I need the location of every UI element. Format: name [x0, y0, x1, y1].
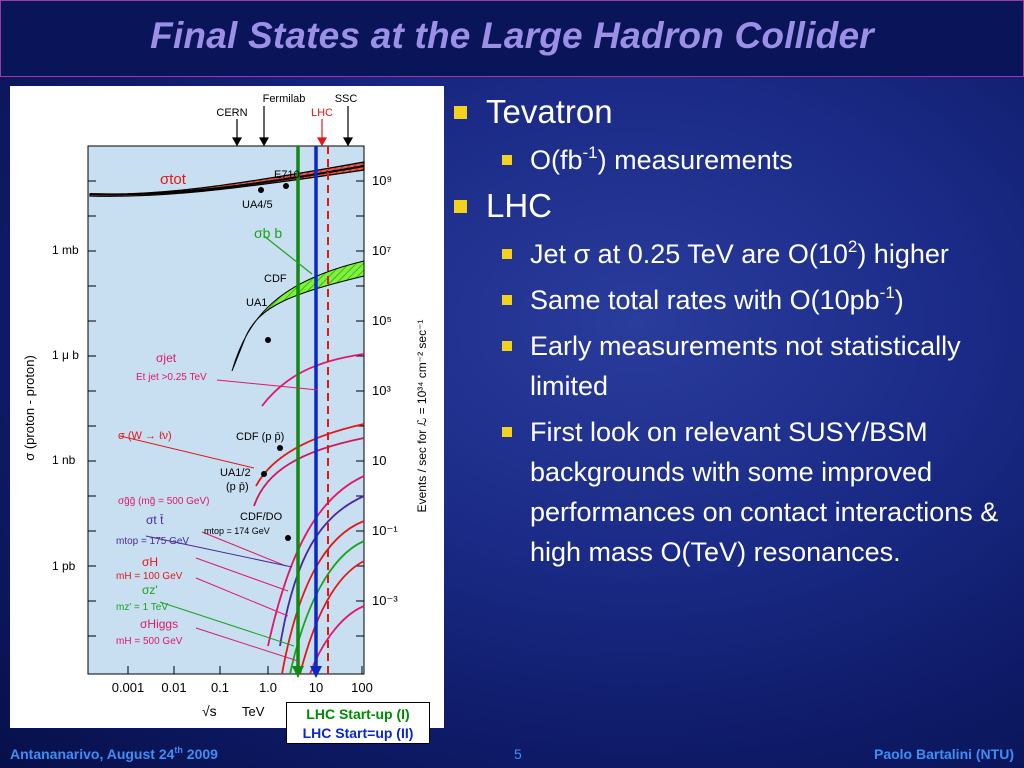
- right-tick-1e-1: 10⁻¹: [372, 523, 398, 538]
- lhc-startup-legend: LHC Start-up (I) LHC Start=up (II): [286, 702, 430, 744]
- bullet-lhc-text: LHC: [486, 187, 553, 224]
- mtop174-label: mtop = 174 GeV: [204, 526, 270, 536]
- sigma-tt-label: σt t̄: [146, 513, 164, 527]
- x-tick-1: 0.01: [161, 680, 186, 695]
- z-pointer: [159, 601, 295, 647]
- sigma-z-label: σz': [142, 583, 158, 597]
- left-ticks: [88, 180, 96, 637]
- fermilab-label: Fermilab: [263, 93, 306, 105]
- sub-bullet-jet: Jet σ at 0.25 TeV are O(102) higher: [450, 234, 1020, 274]
- right-tick-1e7: 10⁷: [372, 243, 391, 258]
- x-label-unit: TeV: [242, 704, 265, 719]
- left-axis-label: σ (proton - proton): [22, 355, 37, 461]
- cern-label: CERN: [216, 107, 247, 119]
- sub-bullet-fb: O(fb-1) measurements: [450, 140, 1020, 180]
- right-ticks: [356, 180, 364, 637]
- ua12-pp-label: (p p̄): [226, 481, 249, 493]
- x-label-sqrt: √s: [202, 703, 217, 719]
- sub-bullet-first-look: First look on relevant SUSY/BSM backgrou…: [450, 412, 1020, 572]
- sigma-higgs-label: σHiggs: [140, 617, 178, 631]
- sigma-tot-label: σtot: [160, 171, 187, 188]
- x-tick-4: 10: [309, 680, 323, 695]
- mz1-label: mz' = 1 TeV: [116, 602, 168, 613]
- cross-section-figure: CERN Fermilab SSC LHC: [10, 86, 444, 728]
- right-tick-1e-3: 10⁻³: [372, 593, 398, 608]
- bullet-square-icon: [502, 341, 512, 351]
- right-tick-1e5: 10⁵: [372, 313, 392, 328]
- cdf-pp-label: CDF (p p̄): [236, 431, 284, 443]
- ua12-label: UA1/2: [220, 467, 251, 479]
- right-axis-label: Events / sec for ℒ = 10³⁴ cm⁻² sec⁻¹: [415, 320, 429, 513]
- sub-bullet-total-rates: Same total rates with O(10pb-1): [450, 280, 1020, 320]
- plot-area: [87, 145, 365, 675]
- right-tick-10: 10: [372, 453, 386, 468]
- left-tick-1pb: 1 pb: [52, 559, 76, 573]
- x-tick-0: 0.001: [112, 680, 145, 695]
- e710-label: E710: [274, 169, 300, 181]
- tt-pointer: [145, 535, 293, 568]
- bullet-lhc: LHC: [450, 186, 1020, 226]
- sigma-h-label: σH: [142, 555, 158, 569]
- bullet-square-icon: [454, 200, 467, 213]
- x-tick-2: 0.1: [211, 680, 229, 695]
- bullet-tevatron-text: Tevatron: [486, 93, 613, 130]
- bullet-square-icon: [502, 295, 512, 305]
- top-arrows: [231, 106, 354, 147]
- bullet-square-icon: [502, 249, 512, 259]
- ua1-label: UA1: [246, 297, 267, 309]
- lhc-top-label: LHC: [311, 107, 333, 119]
- left-tick-1nb: 1 nb: [52, 453, 76, 467]
- bullet-square-icon: [454, 106, 467, 119]
- lhc-startup-2-label: LHC Start=up (II): [302, 725, 414, 741]
- sigma-jet-label: σjet: [156, 351, 177, 365]
- x-tick-5: 100: [351, 680, 373, 695]
- sigma-gg-label: σg̃g̃ (mg̃ = 500 GeV): [118, 496, 210, 507]
- cross-section-plot: CERN Fermilab SSC LHC: [22, 93, 429, 719]
- lhc-startup-1-arrowhead: [292, 666, 304, 678]
- footer-location-date: Antananarivo, August 24th 2009: [10, 745, 218, 763]
- w-pointer: [119, 435, 255, 469]
- right-tick-1e3: 10³: [372, 383, 391, 398]
- title-bar: Final States at the Large Hadron Collide…: [0, 0, 1024, 77]
- x-tick-3: 1.0: [259, 680, 277, 695]
- slide-title: Final States at the Large Hadron Collide…: [150, 15, 874, 56]
- sigma-bb-band: [231, 260, 365, 372]
- sigma-w-label: σ (W → ℓν): [118, 430, 172, 442]
- jet-cut-label: Et jet >0.25 TeV: [136, 372, 207, 383]
- bb-pointer: [263, 235, 313, 275]
- right-tick-1e9: 10⁹: [372, 173, 392, 188]
- mtop175-label: mtop = 175 GeV: [116, 536, 189, 547]
- bullet-tevatron: Tevatron: [450, 92, 1020, 132]
- bullet-square-icon: [502, 427, 512, 437]
- sigma-tot-band: [89, 161, 365, 197]
- mh500-label: mH = 500 GeV: [116, 636, 183, 647]
- bullet-square-icon: [502, 155, 512, 165]
- lhc-arrow: [316, 119, 328, 147]
- ua45-label: UA4/5: [242, 199, 273, 211]
- mh100-label: mH = 100 GeV: [116, 571, 183, 582]
- label-pointers: [195, 379, 319, 662]
- lhc-startup-2-arrowhead: [310, 666, 322, 678]
- data-points: [258, 183, 291, 541]
- sigma-bb-label: σb b: [254, 225, 282, 241]
- page-number: 5: [514, 746, 522, 762]
- left-tick-1ub: 1 μ b: [52, 348, 79, 362]
- left-tick-1mb: 1 mb: [52, 243, 79, 257]
- lhc-startup-1-label: LHC Start-up (I): [306, 706, 410, 722]
- sub-bullet-early: Early measurements not statistically lim…: [450, 326, 1020, 406]
- ssc-label: SSC: [335, 93, 358, 105]
- bullet-list: Tevatron O(fb-1) measurements LHC Jet σ …: [450, 92, 1020, 578]
- cdf-label: CDF: [264, 273, 287, 285]
- footer-author: Paolo Bartalini (NTU): [873, 746, 1014, 762]
- cdfdo-label: CDF/DO: [240, 511, 283, 523]
